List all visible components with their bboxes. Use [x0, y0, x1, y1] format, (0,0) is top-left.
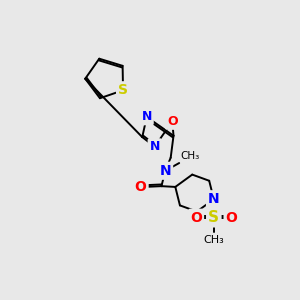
Text: S: S	[208, 210, 219, 225]
Text: CH₃: CH₃	[181, 151, 200, 161]
Text: N: N	[142, 110, 152, 124]
Text: N: N	[160, 164, 171, 178]
Text: N: N	[208, 192, 220, 206]
Text: O: O	[167, 115, 178, 128]
Text: O: O	[135, 180, 147, 194]
Text: O: O	[226, 211, 238, 225]
Text: S: S	[118, 83, 128, 97]
Text: O: O	[190, 211, 202, 225]
Text: N: N	[149, 140, 160, 153]
Text: CH₃: CH₃	[203, 235, 224, 245]
